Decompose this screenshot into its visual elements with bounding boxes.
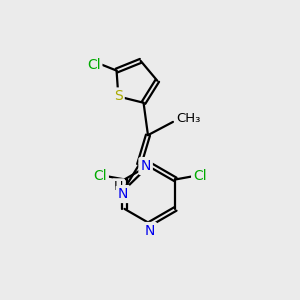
Text: Cl: Cl <box>87 58 100 72</box>
Text: N: N <box>118 187 128 201</box>
Text: Cl: Cl <box>93 169 107 184</box>
Text: N: N <box>140 159 151 173</box>
Text: Cl: Cl <box>193 169 207 184</box>
Text: H: H <box>114 180 123 193</box>
Text: CH₃: CH₃ <box>176 112 200 125</box>
Text: N: N <box>145 224 155 238</box>
Text: S: S <box>114 89 123 103</box>
